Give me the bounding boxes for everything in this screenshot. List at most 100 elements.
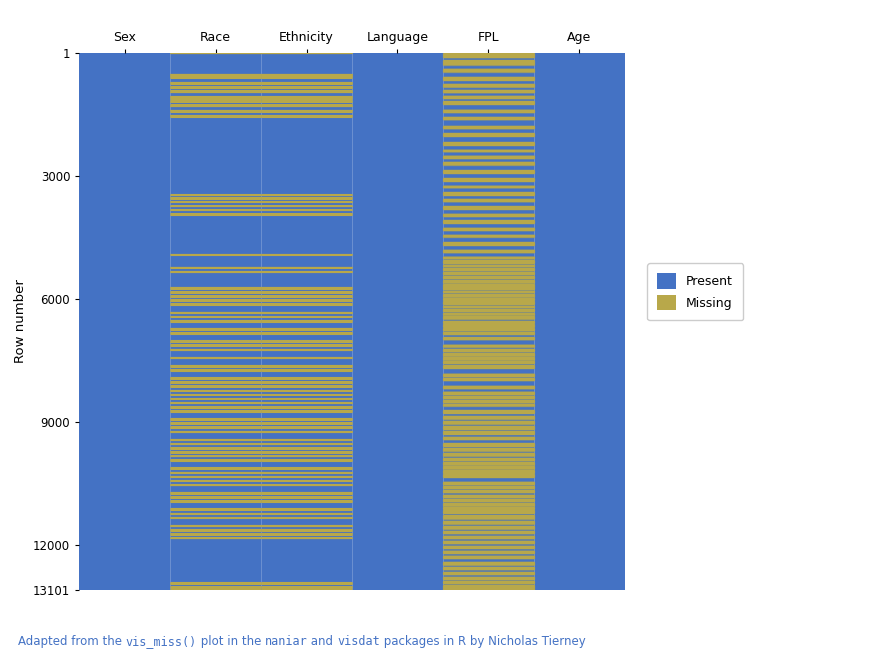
Bar bbox=[443, 268, 534, 271]
Bar bbox=[443, 458, 534, 461]
Bar bbox=[443, 227, 534, 230]
Bar bbox=[443, 437, 534, 439]
Bar bbox=[443, 133, 534, 136]
Bar bbox=[443, 588, 534, 590]
Bar bbox=[443, 416, 534, 418]
Bar bbox=[443, 567, 534, 570]
Bar bbox=[443, 581, 534, 583]
Bar bbox=[443, 470, 534, 473]
Bar bbox=[443, 426, 534, 430]
Bar bbox=[443, 410, 534, 413]
Bar bbox=[443, 235, 534, 237]
Bar bbox=[443, 192, 534, 195]
Text: plot in the: plot in the bbox=[196, 635, 265, 648]
Bar bbox=[443, 511, 534, 513]
Bar bbox=[443, 378, 534, 380]
Bar bbox=[443, 265, 534, 266]
Bar bbox=[443, 186, 534, 188]
Bar bbox=[443, 309, 534, 311]
Bar bbox=[443, 95, 534, 98]
Bar bbox=[443, 448, 534, 451]
Bar bbox=[443, 453, 534, 455]
Bar bbox=[443, 280, 534, 282]
Bar bbox=[443, 316, 534, 319]
Bar bbox=[443, 503, 534, 506]
Bar bbox=[443, 392, 534, 394]
Bar bbox=[443, 349, 534, 351]
Bar bbox=[443, 332, 534, 334]
Bar bbox=[443, 328, 534, 330]
Bar bbox=[443, 53, 534, 57]
Bar bbox=[443, 298, 534, 300]
Bar bbox=[443, 572, 534, 574]
Bar bbox=[443, 276, 534, 278]
Bar bbox=[443, 541, 534, 543]
Bar bbox=[443, 495, 534, 497]
Bar bbox=[443, 178, 534, 181]
Bar bbox=[443, 396, 534, 398]
Bar bbox=[443, 551, 534, 553]
Bar bbox=[443, 90, 534, 92]
Bar bbox=[443, 404, 534, 406]
Bar bbox=[443, 321, 534, 323]
Bar bbox=[443, 261, 534, 263]
Bar bbox=[443, 250, 534, 252]
Bar bbox=[443, 291, 534, 292]
Bar bbox=[443, 156, 534, 158]
Bar bbox=[443, 77, 534, 80]
Legend: Present, Missing: Present, Missing bbox=[648, 263, 743, 320]
Bar bbox=[443, 536, 534, 538]
Bar bbox=[443, 117, 534, 119]
Bar bbox=[443, 466, 534, 469]
Bar bbox=[443, 337, 534, 339]
Bar bbox=[443, 444, 534, 446]
Bar bbox=[443, 490, 534, 493]
Bar bbox=[443, 585, 534, 587]
Bar bbox=[443, 386, 534, 389]
Bar bbox=[443, 486, 534, 489]
Bar bbox=[443, 562, 534, 565]
Bar bbox=[443, 68, 534, 72]
Bar bbox=[443, 284, 534, 286]
Bar bbox=[443, 243, 534, 245]
Bar bbox=[443, 507, 534, 509]
Text: and: and bbox=[307, 635, 337, 648]
Bar bbox=[443, 60, 534, 64]
Bar bbox=[443, 143, 534, 145]
Bar bbox=[443, 357, 534, 359]
Bar bbox=[443, 257, 534, 258]
Bar bbox=[443, 482, 534, 484]
Bar bbox=[443, 531, 534, 534]
Bar bbox=[443, 400, 534, 402]
Bar bbox=[443, 109, 534, 112]
Text: vis_miss(): vis_miss() bbox=[125, 635, 196, 648]
Y-axis label: Row number: Row number bbox=[14, 280, 27, 363]
Bar bbox=[443, 577, 534, 579]
Bar bbox=[443, 206, 534, 209]
Bar bbox=[443, 220, 534, 223]
Bar bbox=[443, 546, 534, 548]
Bar bbox=[443, 313, 534, 314]
Bar bbox=[443, 526, 534, 528]
Bar bbox=[443, 373, 534, 376]
Bar bbox=[443, 126, 534, 129]
Bar bbox=[443, 556, 534, 558]
Bar bbox=[443, 515, 534, 518]
Bar bbox=[443, 462, 534, 465]
Bar bbox=[443, 361, 534, 363]
Text: naniar: naniar bbox=[265, 635, 307, 648]
Bar bbox=[443, 101, 534, 104]
Bar bbox=[443, 170, 534, 173]
Bar bbox=[443, 353, 534, 355]
Bar bbox=[443, 302, 534, 304]
Text: Adapted from the: Adapted from the bbox=[18, 635, 125, 648]
Bar bbox=[443, 345, 534, 347]
Bar bbox=[443, 431, 534, 434]
Text: visdat: visdat bbox=[337, 635, 380, 648]
Bar bbox=[443, 421, 534, 424]
Bar bbox=[443, 272, 534, 274]
Bar bbox=[443, 499, 534, 501]
Bar bbox=[443, 294, 534, 296]
Bar bbox=[443, 150, 534, 151]
Bar bbox=[443, 365, 534, 368]
